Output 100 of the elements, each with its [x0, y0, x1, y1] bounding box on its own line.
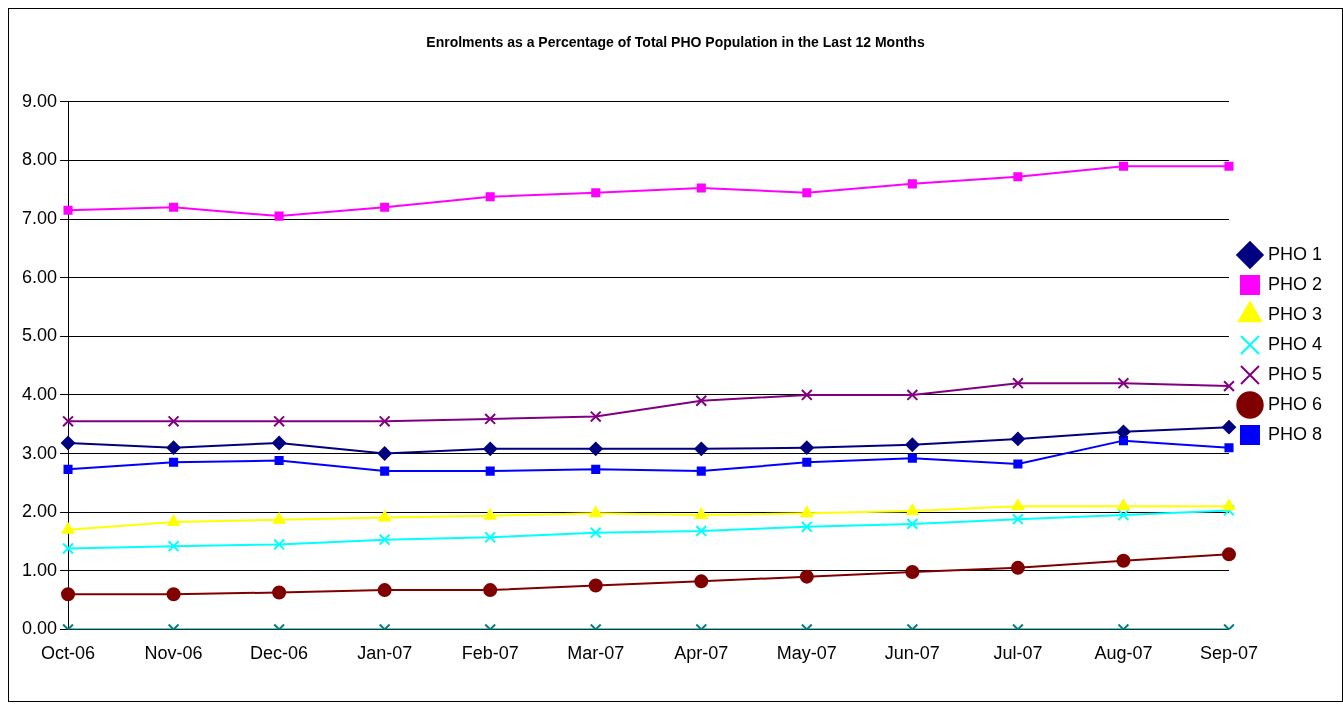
- point: [588, 441, 603, 456]
- point: [272, 512, 286, 524]
- point: [377, 583, 392, 598]
- point: [907, 179, 917, 189]
- y-tick-label: 1.00: [21, 559, 58, 580]
- point: [1118, 161, 1128, 171]
- y-tick-label: 8.00: [21, 149, 58, 170]
- point: [1222, 499, 1236, 511]
- point: [1013, 459, 1023, 469]
- point: [695, 508, 708, 520]
- point: [800, 520, 813, 533]
- point: [696, 466, 706, 476]
- x-tick-label: Jan-07: [357, 643, 413, 664]
- point: [166, 587, 181, 602]
- point: [907, 453, 917, 463]
- point: [1011, 377, 1024, 390]
- point: [802, 188, 812, 198]
- point: [62, 542, 74, 555]
- legend-label: PHO 3: [1267, 303, 1323, 324]
- point: [272, 435, 287, 450]
- point: [484, 531, 497, 544]
- point: [695, 524, 708, 537]
- point: [906, 503, 919, 515]
- point: [274, 211, 284, 221]
- point: [484, 413, 497, 425]
- x-tick-label: Feb-07: [461, 643, 519, 664]
- point: [1010, 431, 1025, 446]
- point: [1013, 172, 1023, 182]
- x-tick-label: Mar-07: [567, 643, 625, 664]
- point: [1117, 377, 1130, 390]
- point: [802, 457, 812, 467]
- point: [696, 183, 706, 193]
- point: [799, 440, 814, 455]
- y-tick-label: 5.00: [21, 325, 58, 346]
- y-tick-label: 7.00: [21, 208, 58, 229]
- point: [274, 456, 284, 466]
- x-tick-label: Apr-07: [674, 643, 729, 664]
- point: [1011, 513, 1024, 526]
- legend-label: PHO 1: [1267, 243, 1323, 264]
- point: [905, 437, 920, 452]
- point: [61, 522, 75, 534]
- point: [167, 540, 180, 553]
- point: [1117, 499, 1130, 511]
- point: [378, 533, 391, 546]
- point: [589, 506, 602, 518]
- point: [1010, 560, 1025, 575]
- point: [169, 202, 179, 212]
- point: [484, 508, 497, 520]
- point: [273, 415, 286, 428]
- y-tick-label: 0.00: [21, 618, 58, 639]
- point: [694, 441, 709, 456]
- point: [380, 466, 390, 476]
- x-tick-label: Dec-06: [250, 643, 309, 664]
- point: [380, 202, 390, 212]
- y-tick-label: 3.00: [21, 442, 58, 463]
- point: [1223, 380, 1235, 393]
- point: [483, 583, 498, 598]
- point: [377, 446, 392, 461]
- point: [1117, 509, 1130, 522]
- point: [63, 464, 73, 474]
- point: [906, 388, 919, 401]
- y-tick-label: 2.00: [21, 501, 58, 522]
- point: [589, 526, 602, 539]
- y-tick-label: 6.00: [21, 266, 58, 287]
- point: [591, 464, 601, 474]
- x-tick-label: Sep-07: [1199, 643, 1259, 664]
- point: [1011, 499, 1025, 511]
- point: [62, 415, 74, 428]
- legend-label: PHO 8: [1267, 423, 1323, 444]
- x-tick-label: Jun-07: [884, 643, 940, 664]
- point: [61, 435, 76, 450]
- point: [694, 574, 709, 589]
- legend-label: PHO 4: [1267, 333, 1323, 354]
- point: [485, 466, 495, 476]
- point: [169, 457, 179, 467]
- point: [906, 517, 919, 530]
- point: [483, 441, 498, 456]
- point: [1224, 443, 1234, 453]
- point: [378, 510, 391, 522]
- point: [1221, 547, 1236, 562]
- point: [167, 515, 180, 527]
- point: [167, 415, 180, 428]
- legend-label: PHO 5: [1267, 363, 1323, 384]
- point: [1224, 161, 1234, 171]
- point: [166, 440, 181, 455]
- point: [1118, 436, 1128, 446]
- point: [800, 506, 814, 518]
- point: [1221, 420, 1236, 435]
- point: [272, 585, 287, 600]
- x-tick-label: Jul-07: [993, 643, 1043, 664]
- y-tick-label: 9.00: [21, 90, 58, 111]
- point: [1116, 424, 1131, 439]
- point: [273, 538, 286, 551]
- point: [588, 578, 603, 593]
- x-tick-label: May-07: [776, 643, 837, 664]
- point: [591, 188, 601, 198]
- point: [485, 192, 495, 202]
- point: [61, 587, 76, 602]
- x-tick-label: Nov-06: [144, 643, 203, 664]
- point: [1223, 504, 1235, 517]
